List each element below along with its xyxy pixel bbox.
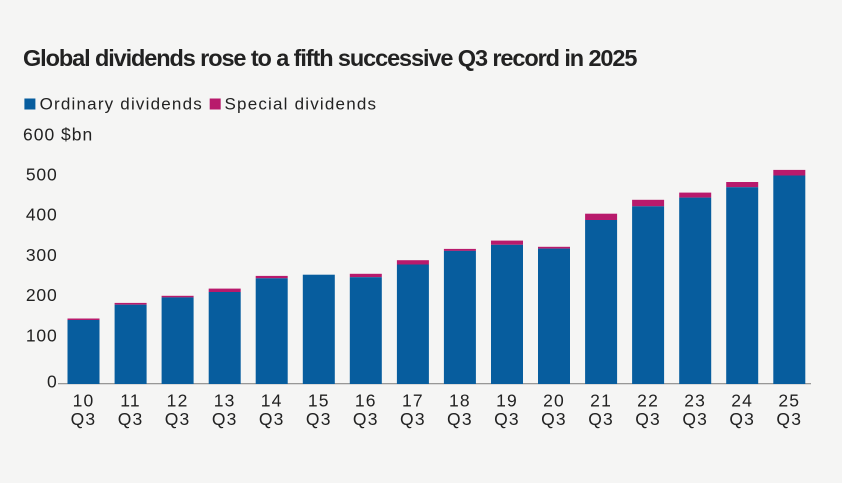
svg-text:Q3: Q3 [588, 409, 614, 429]
svg-text:18: 18 [449, 391, 471, 411]
svg-text:12: 12 [167, 391, 189, 411]
svg-text:Global dividends rose to a fif: Global dividends rose to a fifth success… [23, 45, 637, 71]
svg-text:Q3: Q3 [353, 409, 379, 429]
svg-text:14: 14 [261, 391, 283, 411]
svg-text:19: 19 [496, 391, 518, 411]
svg-text:13: 13 [214, 391, 236, 411]
svg-text:22: 22 [637, 391, 659, 411]
svg-text:24: 24 [731, 391, 753, 411]
svg-text:600 $bn: 600 $bn [23, 125, 93, 145]
svg-text:0: 0 [47, 372, 58, 392]
svg-text:15: 15 [308, 391, 330, 411]
svg-text:Q3: Q3 [541, 409, 567, 429]
svg-text:Q3: Q3 [71, 409, 97, 429]
svg-text:17: 17 [402, 391, 424, 411]
svg-text:10: 10 [73, 391, 95, 411]
svg-text:Q3: Q3 [494, 409, 520, 429]
svg-text:Q3: Q3 [776, 409, 802, 429]
svg-text:Special dividends: Special dividends [225, 95, 378, 114]
svg-text:Q3: Q3 [165, 409, 191, 429]
svg-text:21: 21 [590, 391, 612, 411]
svg-text:500: 500 [26, 165, 58, 185]
svg-text:Q3: Q3 [635, 409, 661, 429]
svg-text:Ordinary dividends: Ordinary dividends [40, 95, 203, 114]
svg-text:200: 200 [26, 285, 58, 305]
svg-text:Q3: Q3 [259, 409, 285, 429]
svg-text:300: 300 [26, 245, 58, 265]
svg-text:Q3: Q3 [729, 409, 755, 429]
svg-text:11: 11 [120, 391, 141, 411]
svg-text:23: 23 [684, 391, 706, 411]
svg-text:Q3: Q3 [118, 409, 144, 429]
svg-text:16: 16 [355, 391, 377, 411]
svg-text:20: 20 [543, 391, 565, 411]
svg-text:100: 100 [26, 325, 58, 345]
svg-text:25: 25 [778, 391, 800, 411]
svg-text:Q3: Q3 [447, 409, 473, 429]
svg-text:Q3: Q3 [682, 409, 708, 429]
svg-text:Q3: Q3 [212, 409, 238, 429]
svg-text:Q3: Q3 [400, 409, 426, 429]
svg-text:Q3: Q3 [306, 409, 332, 429]
svg-text:400: 400 [26, 205, 58, 225]
